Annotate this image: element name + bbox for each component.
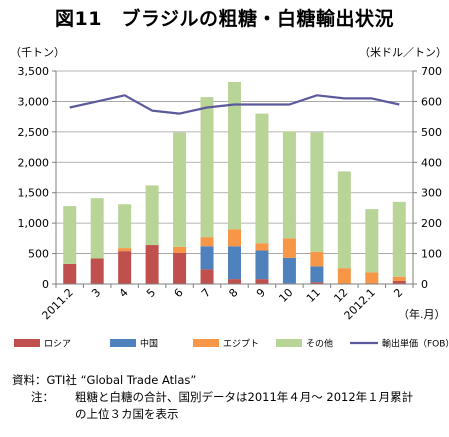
bar-segment-other [118,204,132,249]
note-text-line1: 粗糖と白糖の合計、国別データは2011年４月～ 2012年１月累計 [75,390,414,404]
bar-segment-russia [200,269,214,284]
bar-segment-egypt [118,248,132,252]
y-right-unit-label: （米ドル／トン） [359,46,447,59]
bar-segment-russia [118,251,132,284]
bar-segment-other [365,209,379,273]
bar-segment-egypt [337,268,351,284]
x-tick-label: 7 [199,286,213,300]
note-label: 注： [31,390,54,404]
x-tick-label: 8 [226,286,240,300]
x-tick-label: 2 [391,286,405,300]
x-tick-label: 9 [254,286,268,300]
y-tick-label-right: 400 [421,156,442,169]
x-tick-label: 5 [144,286,158,300]
x-tick-label: 2012.1 [342,286,378,322]
bar-segment-russia [90,258,104,284]
bar-segment-russia [173,252,187,284]
bar-segment-other [200,97,214,238]
bar-segment-egypt [255,243,269,251]
bar-segment-egypt [228,229,241,247]
y-tick-label-left: 3,000 [18,95,50,108]
legend-label: 輸出単価（FOB） [382,338,449,350]
bar-segment-russia [310,282,324,284]
bars [63,81,406,284]
y-tick-label-right: 200 [421,217,442,230]
bar-segment-egypt [173,246,187,253]
bar-segment-china [310,266,324,283]
bar-segment-other [228,81,241,230]
x-tick-label: 6 [172,286,186,300]
x-tick-label: 12 [331,286,350,305]
bar-segment-other [337,171,351,269]
x-tick-label: 2011.2 [39,286,75,322]
x-tick-label: 4 [117,286,131,300]
y-tick-label-right: 500 [421,126,442,139]
legend-label: ロシア [44,340,71,350]
bar-segment-other [255,113,269,244]
y-tick-label-right: 0 [421,278,428,291]
y-tick-label-left: 2,500 [18,126,50,139]
bar-segment-china [200,246,214,270]
bar-segment-egypt [392,276,406,281]
bar-segment-egypt [365,272,379,284]
bar-segment-egypt [310,251,324,267]
legend-label: 中国 [140,338,158,350]
note-text-line2: の上位３カ国を表示 [75,407,179,421]
bar-segment-egypt [282,238,296,258]
bar-segment-egypt [200,237,214,247]
bar-segment-russia [63,263,77,284]
legend-label: その他 [306,338,333,350]
bar-segment-china [228,246,241,280]
legend: ロシア 中国 エジプト その他 輸出単価（FOB） [14,338,449,350]
legend-swatch [193,339,219,347]
legend-label: エジプト [223,339,259,350]
bar-segment-russia [255,279,269,284]
x-tick-label: 11 [304,286,323,305]
source-note: 資料：GTI社 “Global Trade Atlas” [12,373,197,387]
bar-segment-russia [392,280,406,284]
y-tick-label-left: 1,500 [18,187,50,200]
bar-segment-china [282,257,296,284]
y-tick-label-right: 300 [421,187,442,200]
y-tick-label-left: 1,000 [18,217,50,230]
bar-segment-other [145,185,159,246]
bar-segment-other [173,132,187,247]
y-left-unit-label: （千トン） [10,46,65,59]
x-tick-label: 10 [276,286,295,305]
price-line-path [69,94,400,115]
bar-segment-other [63,206,77,264]
chart-title: 図11 ブラジルの粗糖・白糖輸出状況 [54,8,395,30]
x-tick-label: 3 [89,286,103,300]
bar-segment-other [392,201,406,277]
y-tick-label-right: 600 [421,95,442,108]
y-tick-label-left: 0 [42,278,49,291]
y-tick-label-left: 3,500 [18,65,50,78]
y-tick-label-right: 700 [421,65,442,78]
x-unit-label: （年.月） [398,307,446,321]
y-tick-label-left: 500 [28,248,49,261]
bar-segment-other [90,198,104,259]
y-tick-label-right: 100 [421,248,442,261]
y-tick-label-left: 2,000 [18,156,50,169]
bar-segment-china [255,250,269,280]
legend-swatch [276,339,302,347]
price-line [69,94,400,115]
bar-segment-russia [145,245,159,284]
bar-segment-russia [228,279,241,284]
bar-segment-other [282,131,296,239]
bar-segment-other [310,132,324,252]
legend-swatch [110,339,136,347]
legend-swatch [14,339,40,347]
